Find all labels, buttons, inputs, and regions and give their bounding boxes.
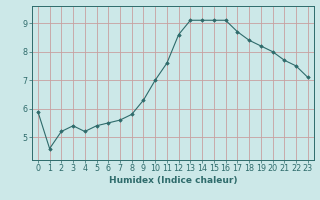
X-axis label: Humidex (Indice chaleur): Humidex (Indice chaleur) bbox=[108, 176, 237, 185]
